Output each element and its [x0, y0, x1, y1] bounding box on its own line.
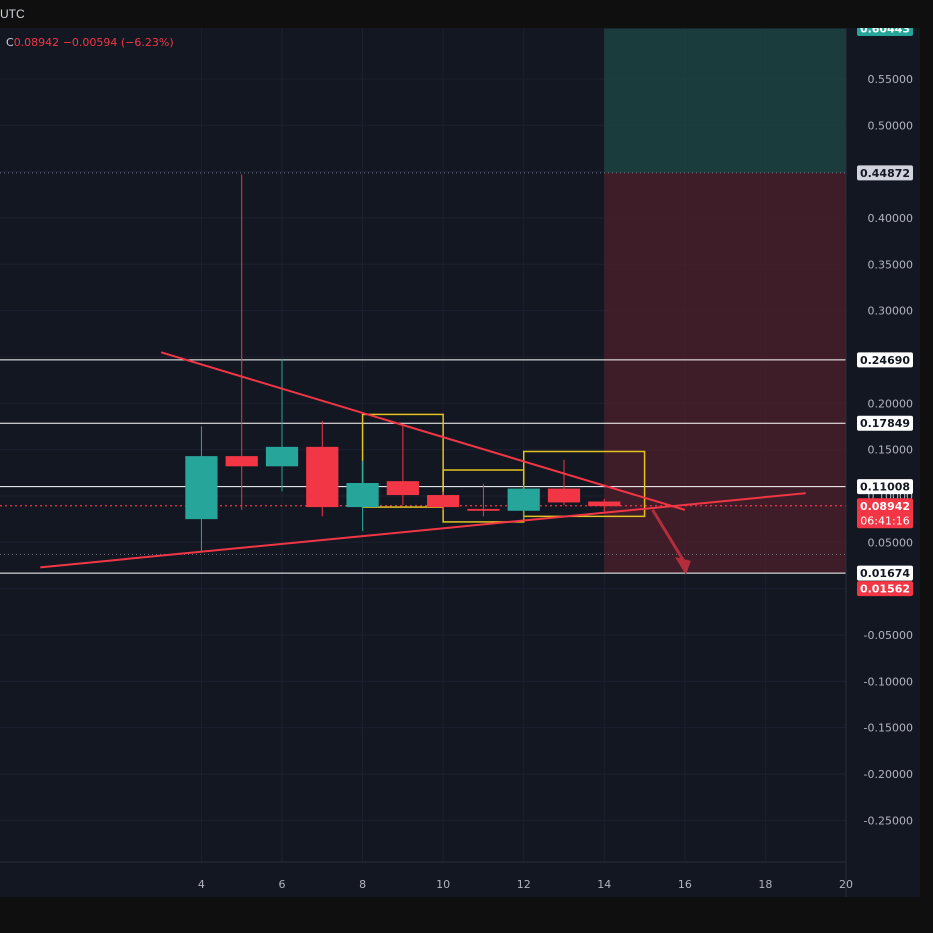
y-tick-label: -0.10000: [864, 675, 913, 688]
stop-zone: [604, 172, 846, 574]
price-label-badge: [857, 498, 913, 529]
y-tick-label: 0.35000: [868, 258, 914, 271]
x-tick-label: 4: [198, 878, 205, 891]
candle-body: [185, 456, 218, 520]
countdown-label: 06:41:16: [860, 514, 909, 527]
top-toolbar: UTC: [0, 0, 933, 28]
x-tick-label: 10: [436, 878, 450, 891]
candle-body: [588, 501, 621, 507]
candle-body: [225, 456, 258, 467]
symbol-label: UTC: [0, 7, 25, 21]
consolidation-box: [522, 450, 646, 518]
candle-body: [306, 446, 339, 508]
y-tick-label: -0.05000: [864, 629, 913, 642]
close-value: 0.08942: [13, 36, 60, 49]
ohlc-legend: C0.08942 −0.00594 (−6.23%): [6, 36, 174, 49]
candle-body: [547, 488, 581, 503]
candle-body: [467, 508, 500, 511]
price-label-badge: [857, 565, 913, 581]
price-axis: [846, 28, 920, 897]
y-tick-label: 0.50000: [868, 119, 914, 132]
candle-body: [265, 446, 299, 467]
price-label-text: 0.08942: [860, 500, 910, 513]
price-label-text: 0.17849: [860, 417, 910, 430]
change-percent: (−6.23%): [120, 36, 174, 49]
x-tick-label: 16: [678, 878, 692, 891]
y-tick-label: 0.40000: [868, 212, 914, 225]
y-tick-label: -0.15000: [864, 722, 913, 735]
forecast-arrow-head: [674, 556, 691, 575]
price-label-badge: [857, 581, 913, 597]
x-tick-label: 14: [597, 878, 611, 891]
y-tick-label: 0.15000: [868, 444, 914, 457]
price-label-badge: [857, 479, 913, 495]
change-value: −0.00594: [62, 36, 118, 49]
price-label-badge: [857, 352, 913, 368]
forecast-arrow-shaft: [651, 509, 687, 564]
close-label: C: [6, 36, 14, 49]
right-gutter: [920, 0, 933, 933]
price-label-text: 0.01562: [860, 583, 910, 596]
y-tick-label: 0.55000: [868, 73, 914, 86]
trendline: [160, 351, 686, 511]
x-tick-label: 12: [517, 878, 531, 891]
bottom-bar: [0, 897, 933, 933]
x-tick-label: 6: [279, 878, 286, 891]
target-zone: [604, 28, 846, 173]
x-tick-label: 18: [758, 878, 772, 891]
price-label-text: 0.24690: [860, 354, 910, 367]
x-tick-label: 20: [839, 878, 853, 891]
y-tick-label: 0.20000: [868, 397, 914, 410]
y-tick-label: -0.20000: [864, 768, 913, 781]
trendline: [40, 492, 806, 569]
candle-body: [386, 481, 419, 496]
y-tick-label: 0.30000: [868, 305, 914, 318]
y-tick-label: -0.25000: [864, 814, 913, 827]
price-label-badge: [857, 165, 913, 181]
y-tick-label: 0.05000: [868, 536, 914, 549]
candle-body: [507, 488, 540, 511]
price-label-text: 0.44872: [860, 167, 910, 180]
x-tick-label: 8: [359, 878, 366, 891]
price-label-text: 0.01674: [860, 567, 910, 580]
price-label-badge: [857, 415, 913, 431]
candle-body: [346, 482, 379, 508]
price-label-text: 0.11008: [860, 481, 910, 494]
candle-body: [427, 495, 460, 508]
